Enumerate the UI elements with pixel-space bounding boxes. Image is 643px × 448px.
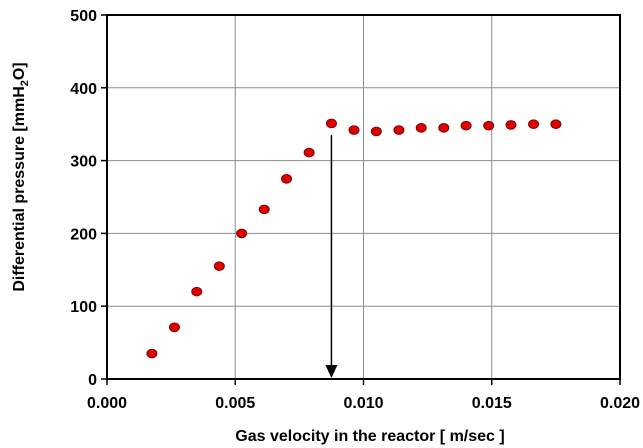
arrow-head	[325, 365, 338, 378]
data-point	[348, 125, 360, 135]
grid-lines	[107, 15, 620, 379]
y-tick-label: 100	[70, 299, 97, 316]
data-point	[415, 123, 427, 133]
tick-labels: 0.000 0.005 0.010 0.015 0.020 0 100 200 300 400 50…	[70, 8, 640, 412]
data-point	[550, 119, 562, 129]
data-point	[393, 125, 405, 135]
data-point	[258, 204, 270, 215]
data-point	[303, 147, 315, 158]
x-tick-label: 0.015	[472, 395, 512, 412]
y-tick-label: 300	[70, 154, 97, 171]
y-axis-title-tail: O]	[11, 62, 28, 80]
data-point	[146, 348, 158, 359]
data-point	[213, 261, 225, 271]
data-point	[528, 119, 540, 129]
data-point	[191, 286, 203, 297]
data-point	[460, 120, 472, 131]
data-points	[146, 118, 562, 359]
x-tick-label: 0.005	[215, 395, 255, 412]
y-axis-title-main: Differential pressure [mmH	[11, 86, 28, 291]
x-tick-label: 0.000	[87, 395, 127, 412]
data-point	[438, 123, 450, 133]
y-tick-label: 0	[88, 372, 97, 389]
data-point	[505, 120, 517, 130]
y-tick-label: 400	[70, 81, 97, 98]
x-tick-label: 0.020	[600, 395, 640, 412]
y-axis-title: Differential pressure [mmH2O]	[11, 62, 31, 291]
y-axis-title-subscript: 2	[19, 80, 31, 86]
annotation-arrow	[325, 135, 338, 378]
x-tick-label: 0.010	[343, 395, 383, 412]
x-axis-title: Gas velocity in the reactor [ m/sec ]	[235, 428, 504, 445]
data-point	[168, 322, 180, 333]
data-point	[370, 126, 382, 137]
data-point	[325, 118, 337, 129]
data-point	[483, 120, 495, 131]
y-tick-label: 500	[70, 8, 97, 25]
axis-ticks	[101, 14, 621, 385]
y-tick-label: 200	[70, 226, 97, 243]
data-point	[236, 228, 248, 239]
data-point	[281, 174, 293, 184]
